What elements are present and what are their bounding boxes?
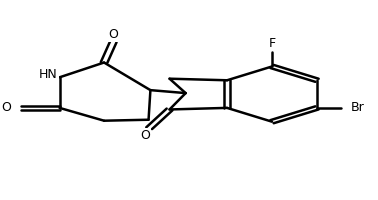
- Text: O: O: [108, 28, 118, 41]
- Text: HN: HN: [39, 68, 58, 81]
- Text: F: F: [268, 37, 276, 50]
- Text: O: O: [2, 101, 11, 114]
- Text: O: O: [140, 129, 150, 142]
- Text: Br: Br: [351, 101, 365, 114]
